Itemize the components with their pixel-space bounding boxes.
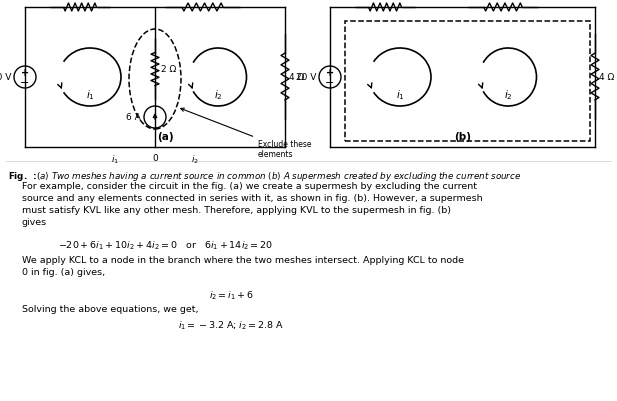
Text: (a): (a) (157, 132, 173, 142)
Text: 2 Ω: 2 Ω (161, 65, 176, 74)
Text: 6 Ω: 6 Ω (378, 0, 392, 1)
Text: $i_2$: $i_2$ (191, 154, 199, 166)
Text: 10 Ω: 10 Ω (192, 0, 213, 1)
Text: 20 V: 20 V (0, 73, 11, 82)
Text: $\mathbf{Fig.\ :}$: $\mathbf{Fig.\ :}$ (8, 170, 38, 182)
Text: Solving the above equations, we get,: Solving the above equations, we get, (22, 304, 199, 313)
Bar (345, 22, 590, 142)
Text: +: + (21, 68, 29, 78)
Text: $i_1$: $i_1$ (86, 88, 94, 101)
Text: 0: 0 (152, 154, 158, 162)
Text: 6 Ω: 6 Ω (72, 0, 88, 1)
Text: 6 A: 6 A (126, 113, 141, 122)
Text: (b): (b) (454, 132, 471, 142)
Text: $-20 + 6i_1 + 10i_2 + 4i_2 = 0$   or   $6i_1 + 14i_2 = 20$: $-20 + 6i_1 + 10i_2 + 4i_2 = 0$ or $6i_1… (58, 239, 273, 252)
Text: $i_1$: $i_1$ (395, 88, 404, 101)
Text: We apply KCL to a node in the branch where the two meshes intersect. Applying KC: We apply KCL to a node in the branch whe… (22, 255, 464, 276)
Text: $\it{(a)\ Two\ meshes\ having\ a\ current\ source\ in\ common\ (b)\ A\ supermesh: $\it{(a)\ Two\ meshes\ having\ a\ curren… (36, 170, 521, 182)
Text: $i_1 = -3.2$ A; $i_2 = 2.8$ A: $i_1 = -3.2$ A; $i_2 = 2.8$ A (178, 319, 284, 332)
Text: $i_1$: $i_1$ (111, 154, 119, 166)
Text: 4 Ω: 4 Ω (599, 73, 615, 82)
Text: 4 Ω: 4 Ω (289, 73, 304, 82)
Text: $i_2$: $i_2$ (503, 88, 512, 101)
Text: +: + (326, 68, 334, 78)
Text: 10 Ω: 10 Ω (492, 0, 513, 1)
Text: $i_2 = i_1 + 6$: $i_2 = i_1 + 6$ (209, 289, 254, 302)
Text: 20 V: 20 V (296, 73, 316, 82)
Text: Exclude these
elements: Exclude these elements (181, 109, 312, 159)
Text: $i_2$: $i_2$ (213, 88, 222, 101)
Text: −: − (20, 78, 30, 88)
Text: For example, consider the circuit in the fig. (a) we create a supermesh by exclu: For example, consider the circuit in the… (22, 182, 482, 227)
Text: −: − (325, 78, 334, 88)
